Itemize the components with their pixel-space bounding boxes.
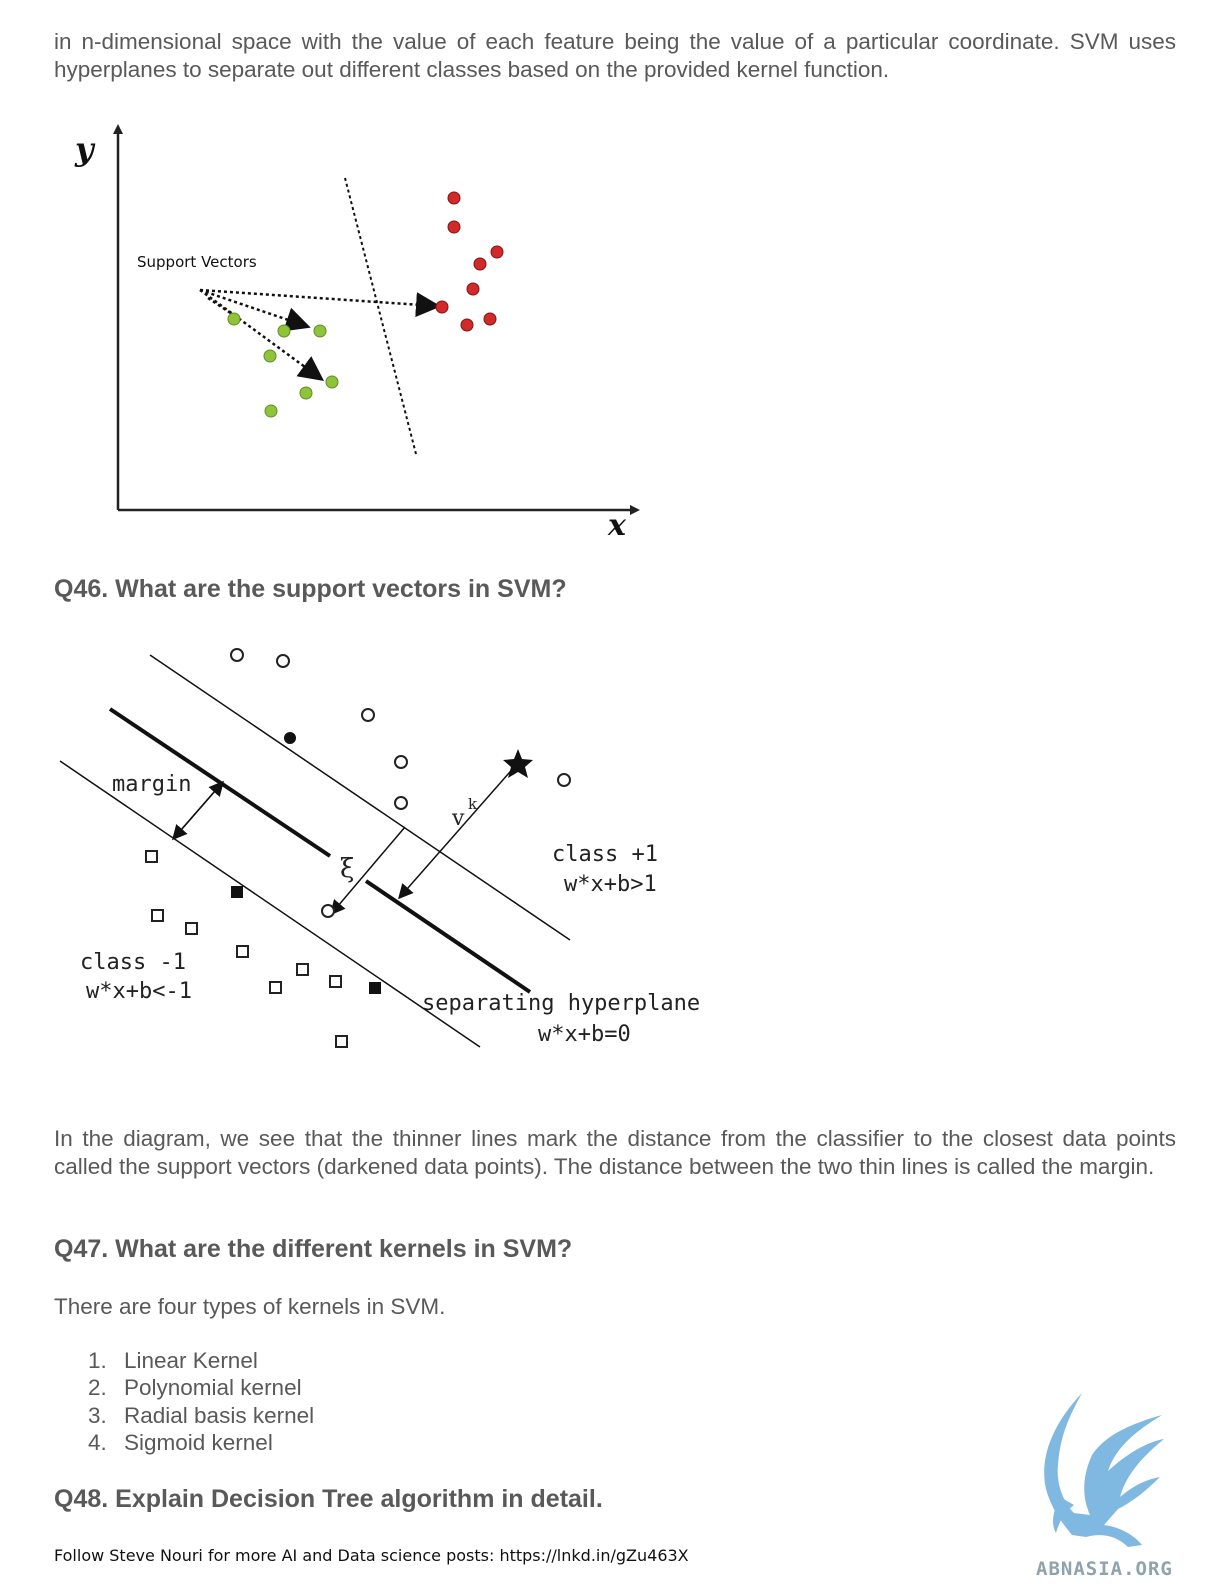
q46-description: In the diagram, we see that the thinner … (54, 1126, 1176, 1179)
footer-text: Follow Steve Nouri for more AI and Data … (54, 1546, 689, 1565)
margin-label: margin (112, 772, 191, 797)
green-point (264, 404, 278, 418)
support-vector-arrows (199, 288, 441, 381)
class-pos-eq: w*x+b>1 (564, 872, 657, 897)
red-point (435, 300, 449, 314)
green-point (277, 324, 291, 338)
class-neg-label: class -1 (80, 950, 186, 975)
support-vectors-label: Support Vectors (137, 253, 257, 271)
xi-label: ξ (340, 854, 354, 884)
green-point (313, 324, 327, 338)
class-pos-label: class +1 (552, 842, 658, 867)
open-square (335, 1035, 348, 1048)
red-points (435, 191, 504, 332)
q47-intro: There are four types of kernels in SVM. (54, 1294, 446, 1319)
open-circle (361, 708, 375, 722)
open-circle (321, 904, 335, 918)
red-point (483, 312, 497, 326)
open-square (236, 945, 249, 958)
svm-margin-diagram: margin ξ v k class +1 w*x+b>1 class -1 w… (59, 648, 700, 1048)
open-square (145, 850, 158, 863)
open-square (296, 963, 309, 976)
v-label: v (451, 806, 465, 831)
logo-text: ABNASIA.ORG (1036, 1558, 1173, 1580)
abnasia-logo: ABNASIA.ORG (1036, 1393, 1173, 1580)
green-point (227, 312, 241, 326)
green-point (263, 349, 277, 363)
list-item: 3. Radial basis kernel (88, 1402, 315, 1428)
open-square (329, 975, 342, 988)
open-square (151, 909, 164, 922)
list-item: 4. Sigmoid kernel (88, 1429, 273, 1455)
q46-heading: Q46. What are the support vectors in SVM… (54, 575, 567, 603)
list-item: 1. Linear Kernel (88, 1348, 258, 1373)
hyperplane-label: separating hyperplane (422, 991, 700, 1016)
class-pos-points (230, 648, 571, 918)
hyperplane-line-lower (364, 879, 532, 994)
red-point (473, 257, 487, 271)
star-point (503, 749, 533, 778)
lower-margin-line (59, 760, 481, 1048)
green-point (325, 375, 339, 389)
q47-heading: Q47. What are the different kernels in S… (54, 1235, 573, 1263)
q48-heading: Q48. Explain Decision Tree algorithm in … (54, 1485, 603, 1513)
xi-arrow (330, 826, 406, 916)
open-square (185, 922, 198, 935)
red-point (447, 220, 461, 234)
open-square (269, 981, 282, 994)
open-circle (557, 773, 571, 787)
y-axis-label: y (74, 130, 96, 168)
support-vector-square (369, 982, 381, 994)
intro-paragraph: in n-dimensional space with the value of… (54, 29, 1176, 82)
support-vectors-figure: y x Support Vectors (74, 124, 640, 543)
red-point (490, 245, 504, 259)
kernel-list: 1. Linear Kernel 2. Polynomial kernel 3. Ra… (88, 1347, 314, 1456)
red-point (460, 318, 474, 332)
red-point (447, 191, 461, 205)
upper-margin-line (149, 654, 571, 941)
hyperplane-eq: w*x+b=0 (538, 1022, 631, 1047)
vk-arrow (398, 764, 517, 900)
open-circle (394, 796, 408, 810)
x-axis-label: x (607, 508, 627, 543)
red-point (466, 282, 480, 296)
green-points (227, 312, 339, 418)
open-circle (230, 648, 244, 662)
support-vector-circle (284, 732, 296, 744)
green-point (299, 386, 313, 400)
separator-line (344, 177, 417, 455)
class-neg-points (145, 850, 348, 1048)
open-circle (276, 654, 290, 668)
list-item: 2. Polynomial kernel (88, 1375, 302, 1401)
support-vector-square (231, 886, 243, 898)
class-neg-eq: w*x+b<-1 (86, 979, 192, 1004)
open-circle (394, 755, 408, 769)
k-label: k (468, 795, 478, 813)
